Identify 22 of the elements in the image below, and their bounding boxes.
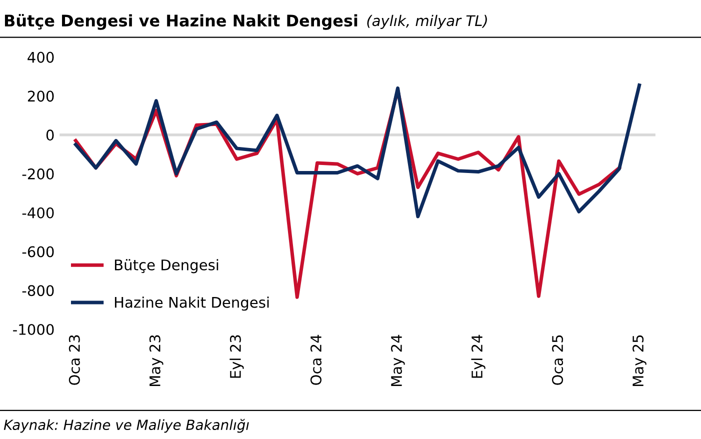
text: Kaynak: Hazine ve Maliye Bakanlığı [4, 418, 249, 433]
y-tick-label: -200 [22, 168, 54, 180]
x-tick-label: May 25 [632, 335, 646, 386]
y-tick-label: 400 [28, 52, 54, 63]
y-tick-label: 200 [28, 90, 54, 102]
x-tick-label: Oca 23 [68, 335, 80, 385]
y-tick-label: 0 [46, 130, 54, 141]
y-tick-label: -800 [22, 285, 54, 296]
line-series [74, 84, 642, 218]
chart-title: Bütçe Dengesi ve Hazine Nakit Dengesi [4, 14, 358, 30]
y-tick-label: -600 [22, 246, 54, 258]
legend-label: Hazine Nakit Dengesi [114, 296, 269, 311]
chart-subtitle: (aylık, milyar TL) [367, 14, 487, 30]
x-tick-label: May 23 [149, 335, 164, 386]
x-tick-label: May 24 [390, 334, 405, 386]
y-tick-label: -1000 [13, 324, 54, 335]
x-tick-label: Oca 25 [552, 335, 564, 385]
x-tick-label: Oca 24 [310, 334, 322, 385]
legend-label: Bütçe Dengesi [114, 259, 218, 274]
x-tick-label: Eyl 24 [471, 334, 486, 378]
y-tick-label: -400 [22, 207, 54, 218]
x-tick-label: Eyl 23 [230, 335, 244, 378]
